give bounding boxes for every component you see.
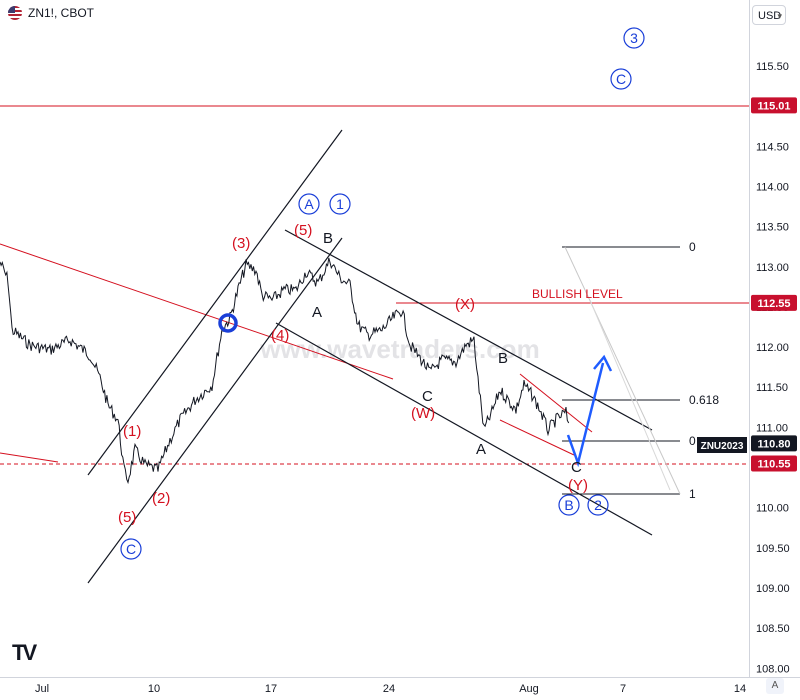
- fib-label-0-top: 0: [689, 240, 696, 254]
- currency-selector[interactable]: USD: [752, 5, 786, 26]
- wave-label-a-top: A: [312, 304, 322, 321]
- wave-label-b-top: B: [323, 230, 333, 247]
- y-tick-label: 108.50: [756, 623, 790, 635]
- y-tick-label: 109.50: [756, 543, 790, 555]
- down-channel-upper: [284, 229, 653, 431]
- wedge-lower-line: [499, 419, 575, 456]
- wave-label-4: (4): [271, 327, 289, 344]
- y-tick-label: 112.00: [756, 342, 789, 354]
- wave-label-2: (2): [152, 490, 170, 507]
- circled-label-c-top-ring: [610, 68, 632, 90]
- y-tick-label: 115.50: [756, 61, 789, 73]
- us-flag-icon: [8, 6, 22, 20]
- x-tick-label: Jul: [35, 683, 49, 695]
- up-channel-upper: [87, 129, 343, 476]
- projection-arrow-head: [593, 354, 613, 372]
- y-tick-label: 113.50: [756, 222, 789, 234]
- up-channel-lower: [87, 237, 343, 584]
- red-trendline-long: [0, 243, 394, 380]
- circled-label-c-top: C: [616, 71, 626, 87]
- x-tick-label: 17: [265, 683, 277, 695]
- circled-label-b-ring: [558, 494, 580, 516]
- wave-label-c-mid: C: [422, 388, 433, 405]
- red-trendline-left: [0, 452, 59, 463]
- wave-label-1: (1): [123, 423, 141, 440]
- fib-diagonal-b: [589, 299, 671, 491]
- wave-label-x: (X): [455, 296, 475, 313]
- price-label-bg: [751, 455, 797, 472]
- circled-label-a: A: [304, 196, 314, 212]
- price-label-bg: [751, 97, 797, 114]
- price-labels: 115.01 112.55 110.80 110.55: [751, 97, 797, 472]
- circled-label-2: 2: [594, 497, 602, 513]
- wave-label-3: (3): [232, 235, 250, 252]
- price-label: 110.55: [757, 458, 790, 470]
- circled-label-3-ring: [623, 27, 645, 49]
- price-series: [0, 257, 570, 485]
- fib-label-1: 1: [689, 487, 696, 501]
- price-line: [0, 257, 570, 485]
- symbol-label[interactable]: ZN1!, CBOT: [28, 6, 95, 20]
- projection-arrow: [566, 362, 605, 468]
- wave-label-w: (W): [411, 405, 435, 422]
- circled-label-1: 1: [336, 196, 344, 212]
- y-tick-label: 111.00: [756, 422, 788, 434]
- wave-label-b-mid: B: [498, 350, 508, 367]
- price-label-bg: [751, 435, 797, 452]
- y-tick-label: 111.50: [756, 382, 788, 394]
- tradingview-logo-icon[interactable]: TV: [12, 640, 37, 665]
- price-label: 110.80: [757, 438, 790, 450]
- x-tick-label: 24: [383, 683, 395, 695]
- x-axis-ticks: Jul 10 17 24 Aug 7 14: [35, 683, 746, 695]
- instrument-tag: ZNU2023: [701, 441, 744, 452]
- x-tick-label: 14: [734, 683, 746, 695]
- wave-label-y: (Y): [568, 477, 588, 494]
- wave-start-marker[interactable]: [218, 313, 238, 333]
- circled-label-3: 3: [630, 30, 638, 46]
- wave-label-c-low: C: [571, 459, 582, 476]
- y-tick-label: 110.00: [756, 503, 789, 515]
- circled-label-b: B: [564, 497, 573, 513]
- auto-scale-button[interactable]: A: [766, 678, 784, 694]
- wave-label-a-low: A: [476, 441, 486, 458]
- wave-label-5-top: (5): [294, 222, 312, 239]
- y-tick-label: 108.00: [756, 663, 790, 675]
- y-tick-label: 114.00: [756, 181, 789, 193]
- circled-label-2-ring: [587, 494, 609, 516]
- price-label-bg: [751, 294, 797, 311]
- price-label: 112.55: [757, 298, 790, 310]
- circled-label-c-low: C: [126, 541, 136, 557]
- fib-label-0-bottom: 0: [689, 434, 696, 448]
- fib-label-0618: 0.618: [689, 393, 719, 407]
- wave-label-5-bottom: (5): [118, 509, 136, 526]
- y-tick-label: 113.00: [756, 262, 789, 274]
- x-tick-label: 7: [620, 683, 626, 695]
- chart-header: ZN1!, CBOT: [8, 6, 94, 20]
- circled-label-a-ring: [298, 193, 320, 215]
- price-label: 115.01: [757, 100, 790, 112]
- fib-diagonal-a: [564, 246, 681, 495]
- bullish-level-label: BULLISH LEVEL: [532, 287, 623, 301]
- x-tick-label: 10: [148, 683, 160, 695]
- circled-label-1-ring: [329, 193, 351, 215]
- y-tick-label: 114.50: [756, 141, 789, 153]
- instrument-tag-bg: [697, 437, 747, 453]
- x-tick-label: Aug: [519, 683, 539, 695]
- circled-label-c-low-ring: [120, 538, 142, 560]
- wedge-upper-line: [519, 373, 593, 433]
- y-axis-ticks: 115.50115.00114.50114.00113.50113.00112.…: [756, 61, 790, 675]
- y-tick-label: 109.00: [756, 583, 790, 595]
